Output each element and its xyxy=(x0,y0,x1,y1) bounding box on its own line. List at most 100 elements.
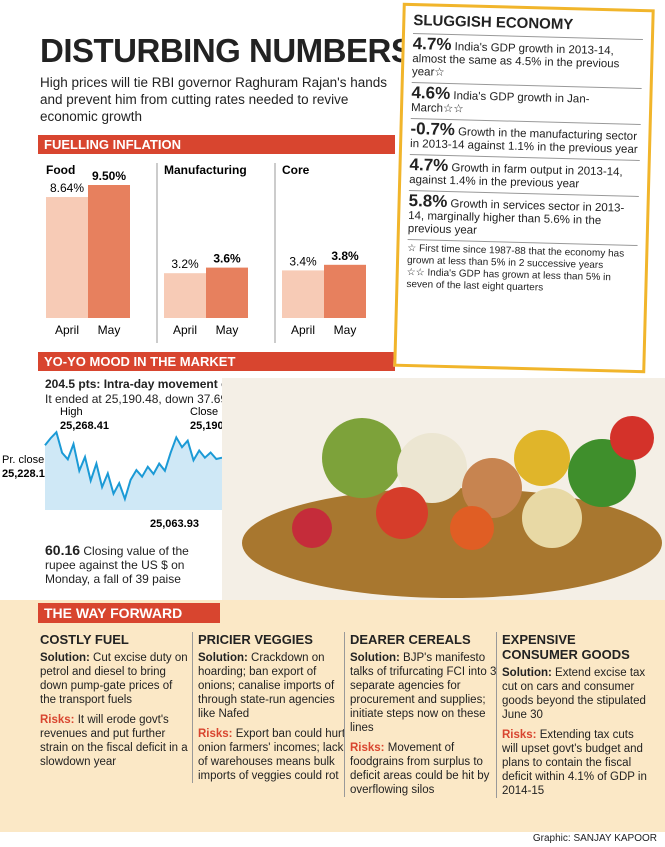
item-value: 4.7% xyxy=(412,34,452,55)
annotation-name: Close xyxy=(190,406,218,418)
solution-text: Cut excise duty on petrol and diesel to … xyxy=(40,652,188,706)
credit: Graphic: SANJAY KAPOOR xyxy=(532,833,657,844)
risks-text: Extending tax cuts will upset govt's bud… xyxy=(502,729,647,797)
solution-label: Solution: xyxy=(198,652,248,664)
footnote: ☆☆ India's GDP has grown at less than 5%… xyxy=(406,266,612,294)
box-title: SLUGGISH ECONOMY xyxy=(413,12,574,34)
risks-label: Risks: xyxy=(350,742,385,754)
section-header: THE WAY FORWARD xyxy=(38,603,220,623)
economy-item: 4.6% India's GDP growth in Jan-March☆☆ xyxy=(410,82,642,125)
subtitle: High prices will tie RBI governor Raghur… xyxy=(40,75,387,124)
economy-item: 4.7% Growth in farm output in 2013-14, a… xyxy=(408,154,640,197)
column-title: DEARER CEREALS xyxy=(350,632,471,647)
solution-text: Crackdown on hoarding; ban export of oni… xyxy=(198,652,335,720)
bar xyxy=(324,264,366,318)
forward-column: PRICIER VEGGIES Solution: Crackdown on ho… xyxy=(192,632,348,783)
bar xyxy=(164,273,206,318)
economy-item: -0.7% Growth in the manufacturing sector… xyxy=(409,118,641,161)
bar xyxy=(46,197,88,318)
market-detail: It ended at 25,190.48, down 37.69 pts xyxy=(45,392,247,406)
area xyxy=(45,432,222,510)
headline-value: 204.5 pts: xyxy=(45,377,101,391)
risks-text: Movement of foodgrains from surplus to d… xyxy=(350,742,490,796)
veg xyxy=(522,488,582,548)
annotation-value: 25,268.41 xyxy=(60,420,109,432)
veg xyxy=(568,439,636,507)
bar xyxy=(88,185,130,318)
bar xyxy=(282,270,324,318)
solution: Solution: Crackdown on hoarding; ban exp… xyxy=(198,651,348,721)
risks: Risks: Export ban could hurt onion farme… xyxy=(198,727,348,783)
solution: Solution: Extend excise tax cut on cars … xyxy=(502,666,652,722)
annotation-name: High xyxy=(60,406,83,418)
veg xyxy=(322,418,402,498)
risks: Risks: Extending tax cuts will upset gov… xyxy=(502,728,652,798)
risks-text: It will erode govt's revenues and put fu… xyxy=(40,714,188,768)
veg xyxy=(397,433,467,503)
column-title: COSTLY FUEL xyxy=(40,632,129,647)
rupee-value: 60.16 xyxy=(45,542,81,558)
economy-item: 5.8% Growth in services sector in 2013-1… xyxy=(407,189,639,245)
footnotes: ☆ First time since 1987-88 that the econ… xyxy=(406,238,638,297)
category-label: May xyxy=(216,323,239,337)
item-value: -0.7% xyxy=(410,119,456,140)
risks-label: Risks: xyxy=(40,714,75,726)
value-label: 3.6% xyxy=(213,252,241,266)
veg xyxy=(514,430,570,486)
solution-label: Solution: xyxy=(502,667,552,679)
veg xyxy=(376,487,428,539)
sensex-chart: High 25,268.41 Pr. close 25,228.17 Low 2… xyxy=(2,406,235,530)
value-label: 9.50% xyxy=(92,169,126,183)
risks-label: Risks: xyxy=(198,728,233,740)
veg xyxy=(462,458,522,518)
value-label: 3.4% xyxy=(289,254,317,268)
category-label: April xyxy=(173,323,197,337)
panel-name: Manufacturing xyxy=(164,163,247,177)
rupee-text: Closing value of the rupee against the U… xyxy=(45,544,189,586)
risks-text: Export ban could hurt onion farmers' inc… xyxy=(198,728,346,782)
category-label: April xyxy=(291,323,315,337)
inflation-chart: Core 3.4% April 3.8% May xyxy=(274,163,366,343)
economy-item: 4.7% India's GDP growth in 2013-14, almo… xyxy=(411,33,643,89)
item-value: 4.7% xyxy=(409,154,449,176)
veg xyxy=(610,416,654,460)
category-label: May xyxy=(334,323,357,337)
solution-label: Solution: xyxy=(40,652,90,664)
panel-name: Core xyxy=(282,163,310,177)
risks: Risks: It will erode govt's revenues and… xyxy=(40,713,190,769)
economy-box: SLUGGISH ECONOMY 4.7% India's GDP growth… xyxy=(393,2,655,374)
item-value: 4.6% xyxy=(411,83,451,104)
column-title: EXPENSIVE CONSUMER GOODS xyxy=(502,632,630,662)
annotation-value: 25,063.93 xyxy=(150,518,199,530)
forward-column: EXPENSIVE CONSUMER GOODS Solution: Extend… xyxy=(496,632,652,798)
category-label: April xyxy=(55,323,79,337)
veg xyxy=(450,506,494,550)
item-value: 5.8% xyxy=(408,190,448,211)
solution-label: Solution: xyxy=(350,652,400,664)
section-header: FUELLING INFLATION xyxy=(38,135,395,154)
value-label: 3.2% xyxy=(171,257,199,271)
solution: Solution: BJP's manifesto talks of trifu… xyxy=(350,651,500,735)
economy-items: 4.7% India's GDP growth in 2013-14, almo… xyxy=(407,33,643,245)
solution-text: Extend excise tax cut on cars and consum… xyxy=(502,667,646,721)
annotation-name: Pr. close xyxy=(2,454,44,466)
section-header: YO-YO MOOD IN THE MARKET xyxy=(38,352,395,371)
vegetable-photo xyxy=(222,378,665,600)
solution: Solution: Cut excise duty on petrol and … xyxy=(40,651,190,707)
line xyxy=(44,430,223,503)
solution-text: BJP's manifesto talks of trifurcating FC… xyxy=(350,652,497,734)
forward-column: COSTLY FUEL Solution: Cut excise duty on … xyxy=(40,632,190,769)
column-title: PRICIER VEGGIES xyxy=(198,632,313,647)
panel-name: Food xyxy=(46,163,75,177)
risks-label: Risks: xyxy=(502,729,537,741)
inflation-chart: Manufacturing 3.2% April 3.6% May xyxy=(156,163,248,343)
veg xyxy=(292,508,332,548)
bar xyxy=(206,267,248,318)
inflation-chart: Food 8.64% April 9.50% May xyxy=(46,163,130,337)
annotation-value: 25,228.17 xyxy=(2,468,51,480)
forward-column: DEARER CEREALS Solution: BJP's manifesto … xyxy=(344,632,500,797)
risks: Risks: Movement of foodgrains from surpl… xyxy=(350,741,500,797)
title: DISTURBING NUMBERS xyxy=(40,32,413,69)
value-label: 3.8% xyxy=(331,249,359,263)
